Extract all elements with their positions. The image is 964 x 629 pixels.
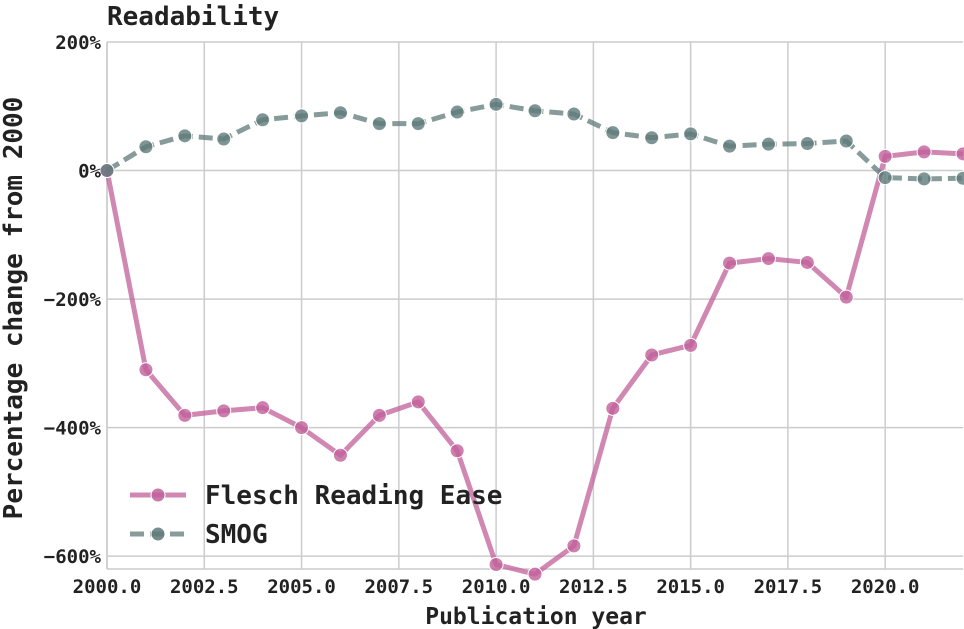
data-point-flesch [138,362,154,378]
series-smog [99,96,964,187]
y-tick-label: 0% [78,161,101,183]
data-point-smog [255,112,271,128]
x-tick-label: 2017.5 [754,576,823,598]
data-point-flesch [332,447,348,463]
chart-title: Readability [107,2,279,32]
data-point-flesch [410,394,426,410]
data-point-flesch [955,146,964,162]
series-layer [99,96,964,582]
data-point-flesch [566,538,582,554]
data-point-flesch [799,254,815,270]
data-point-smog [799,136,815,152]
x-axis-title: Publication year [425,604,647,629]
x-tick-label: 2007.5 [364,576,433,598]
legend-marker-smog [150,526,166,542]
y-axis-title: Percentage change from 2000 [0,97,29,520]
tick-labels: 2000.0 2002.5 2005.0 2007.5 2010.0 2012.5 2015… [44,32,920,598]
data-point-smog [760,136,776,152]
data-point-smog [838,133,854,149]
legend: Flesch Reading Ease SMOG [130,481,502,550]
legend-label-smog: SMOG [205,520,268,550]
legend-label-flesch: Flesch Reading Ease [205,481,502,511]
data-point-flesch [760,251,776,267]
data-point-smog [527,103,543,119]
data-point-flesch [294,420,310,436]
data-point-flesch [488,557,504,573]
x-tick-label: 2010.0 [462,576,531,598]
data-point-flesch [722,255,738,271]
series-flesch [99,144,964,582]
data-point-smog [722,138,738,154]
x-tick-label: 2002.5 [170,576,239,598]
data-point-smog [566,106,582,122]
data-point-smog [371,116,387,132]
data-point-flesch [916,144,932,160]
data-point-smog [605,125,621,141]
grid [106,41,963,570]
data-point-flesch [177,407,193,423]
data-point-smog [877,170,893,186]
y-tick-label: 200% [55,32,101,54]
data-point-smog [488,96,504,112]
data-point-smog [410,116,426,132]
x-tick-label: 2000.0 [73,576,142,598]
data-point-flesch [644,347,660,363]
data-point-flesch [255,400,271,416]
data-point-smog [449,104,465,120]
data-point-smog [955,170,964,186]
data-point-flesch [216,403,232,419]
x-tick-label: 2005.0 [267,576,336,598]
x-tick-label: 2012.5 [559,576,628,598]
data-point-smog [644,130,660,146]
data-point-smog [177,128,193,144]
data-point-flesch [877,148,893,164]
data-point-smog [294,108,310,124]
data-point-flesch [838,289,854,305]
x-tick-label: 2020.0 [851,576,920,598]
y-tick-label: −400% [44,418,102,440]
data-point-smog [332,105,348,121]
legend-marker-flesch [150,487,166,503]
y-tick-label: −200% [44,289,102,311]
data-point-smog [99,163,115,179]
data-point-flesch [605,400,621,416]
data-point-smog [916,171,932,187]
x-tick-label: 2015.0 [656,576,725,598]
data-point-smog [138,139,154,155]
data-point-flesch [449,443,465,459]
legend-entry-smog: SMOG [130,520,268,550]
data-point-flesch [371,407,387,423]
data-point-smog [683,126,699,142]
legend-entry-flesch: Flesch Reading Ease [130,481,502,511]
y-tick-label: −600% [44,546,102,568]
data-point-smog [216,131,232,147]
data-point-flesch [683,337,699,353]
data-point-flesch [527,566,543,582]
